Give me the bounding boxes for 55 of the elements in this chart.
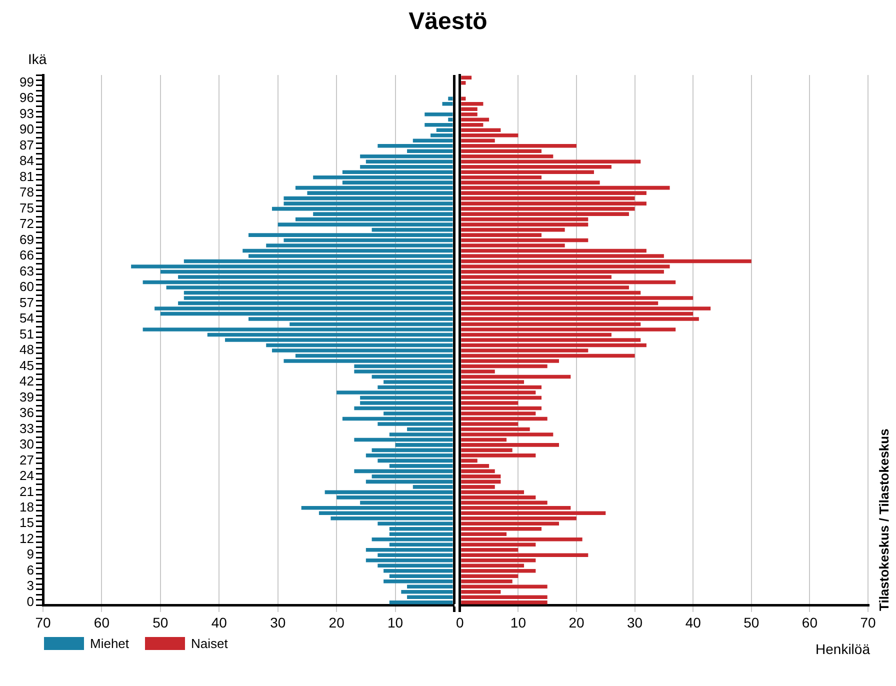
y-tick-label: 33: [20, 420, 34, 436]
y-tick-label: 45: [20, 358, 34, 373]
x-tick-label: 50: [744, 614, 760, 630]
y-tick-label: 24: [20, 468, 34, 484]
x-tick-label: 50: [152, 614, 168, 630]
y-tick-label: 72: [20, 216, 34, 232]
y-tick-label: 0: [26, 594, 34, 609]
y-tick-label: 99: [20, 74, 34, 90]
x-tick-label: 60: [94, 614, 110, 630]
x-tick-label: 70: [35, 614, 51, 630]
legend-label: Miehet: [90, 636, 130, 651]
y-tick-label: 90: [20, 122, 34, 137]
x-tick-label: 10: [387, 614, 404, 630]
y-tick-label: 69: [20, 232, 34, 247]
x-tick-label: 0: [456, 614, 464, 630]
y-tick-label: 12: [20, 530, 34, 546]
y-tick-label: 54: [20, 310, 34, 326]
y-tick-label: 18: [20, 500, 34, 514]
y-tick-label: 93: [20, 106, 34, 121]
legend-label: Naiset: [191, 636, 228, 651]
y-tick-label: 60: [20, 279, 34, 294]
y-tick-label: 42: [20, 374, 34, 389]
x-tick-label: 20: [328, 614, 345, 630]
y-tick-label: 21: [20, 484, 34, 499]
y-tick-label: 6: [26, 562, 34, 578]
y-tick-label: 87: [20, 137, 34, 152]
x-tick-label: 70: [860, 614, 876, 630]
y-tick-label: 66: [20, 248, 34, 263]
y-tick-label: 39: [20, 389, 34, 404]
y-tick-label: 51: [20, 326, 34, 342]
x-tick-label: 30: [270, 614, 286, 630]
x-tick-label: 60: [802, 614, 818, 630]
y-tick-label: 15: [20, 515, 34, 530]
y-tick-label: 84: [20, 153, 34, 168]
x-tick-label: 20: [568, 614, 584, 630]
y-tick-label: 57: [20, 294, 34, 310]
y-tick-label: 36: [20, 405, 34, 420]
y-tick-label: 3: [26, 578, 34, 594]
y-axis-title: Ikä: [28, 50, 47, 67]
x-axis-title: Henkilöä: [816, 640, 870, 657]
y-tick-label: 81: [20, 168, 34, 184]
x-tick-label: 40: [685, 614, 702, 630]
text: Tilastokeskus / Tilastokeskus: [876, 428, 892, 611]
y-tick-label: 78: [20, 184, 34, 200]
chart-title: Väestö: [408, 8, 488, 36]
y-tick-label: 63: [20, 263, 34, 278]
x-tick-label: 10: [510, 614, 526, 630]
y-tick-label: 96: [20, 90, 34, 106]
y-tick-label: 9: [26, 546, 34, 562]
y-tick-label: 27: [20, 452, 34, 468]
y-tick-label: 30: [20, 436, 34, 452]
x-tick-label: 40: [211, 614, 228, 630]
y-tick-label: 75: [20, 200, 34, 216]
x-tick-label: 30: [627, 614, 643, 630]
y-tick-label: 48: [20, 342, 34, 358]
